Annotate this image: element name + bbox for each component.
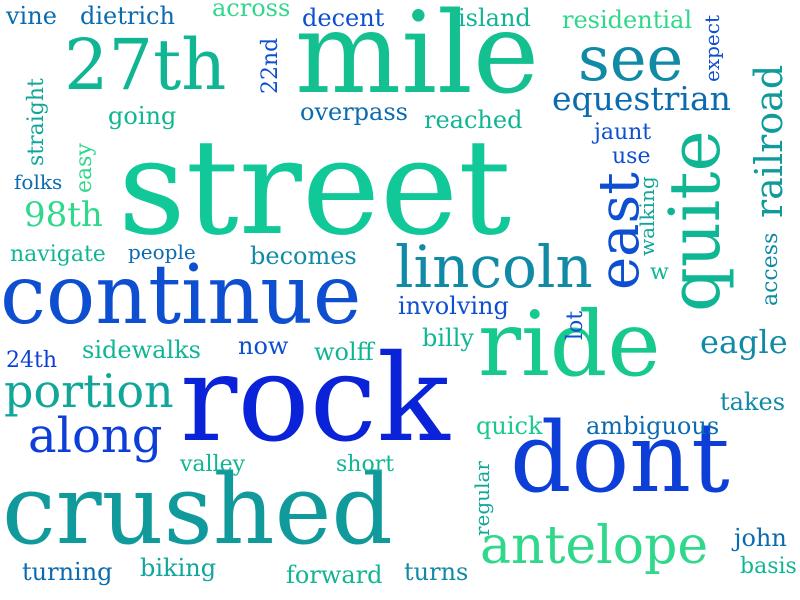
word-ambiguous: ambiguous [586,412,720,440]
word-jaunt: jaunt [594,120,652,145]
word-forward: forward [286,561,383,589]
word-dietrich: dietrich [80,2,175,30]
word-mile: mile [295,0,540,119]
word-quite: quite [654,130,736,312]
word-antelope: antelope [480,516,709,576]
word-takes: takes [720,388,786,416]
word-john: john [734,524,787,552]
word-98th: 98th [24,195,103,235]
word-eagle: eagle [700,323,788,361]
word-equestrian: equestrian [552,79,731,118]
word-use: use [612,144,651,169]
word-residential: residential [562,6,692,34]
word-22nd: 22nd [258,37,283,94]
word-street: street [118,111,512,265]
word-27th: 27th [64,24,227,106]
word-lincoln: lincoln [395,233,593,301]
word-valley: valley [180,452,246,477]
word-involving: involving [398,292,509,320]
word-becomes: becomes [250,242,357,270]
word-island: island [458,4,531,32]
word-access: access [758,232,783,306]
word-rock: rock [180,330,450,469]
word-overpass: overpass [300,98,408,126]
word-lot: lot [563,310,588,340]
word-see: see [578,22,684,95]
word-turning: turning [22,558,113,586]
word-24th: 24th [6,348,58,373]
word-straight: straight [24,78,49,166]
word-navigate: navigate [10,242,106,267]
word-wolff: wolff [314,338,374,366]
word-turns: turns [404,558,469,586]
word-biking: biking [140,554,217,582]
word-portion: portion [4,364,174,418]
word-people: people [128,240,196,264]
word-quick: quick [476,412,543,440]
word-along: along [28,408,163,464]
word-decent: decent [302,4,385,32]
word-billy: billy [422,324,474,352]
word-short: short [336,452,395,477]
word-w: w [650,260,669,285]
word-regular: regular [470,461,494,536]
word-dont: dont [510,402,730,514]
word-now: now [238,332,289,360]
word-sidewalks: sidewalks [82,336,201,364]
word-crushed: crushed [2,454,393,566]
word-across: across [212,0,291,22]
word-going: going [108,102,177,130]
word-expect: expect [700,15,724,82]
word-reached: reached [424,106,523,134]
word-continue: continue [0,248,362,343]
word-folks: folks [14,170,63,194]
word-vine: vine [6,2,57,30]
word-railroad: railroad [747,64,791,218]
word-walking: walking [635,176,659,256]
word-easy: easy [72,143,97,193]
word-ride: ride [478,292,661,397]
word-basis: basis [740,554,797,579]
